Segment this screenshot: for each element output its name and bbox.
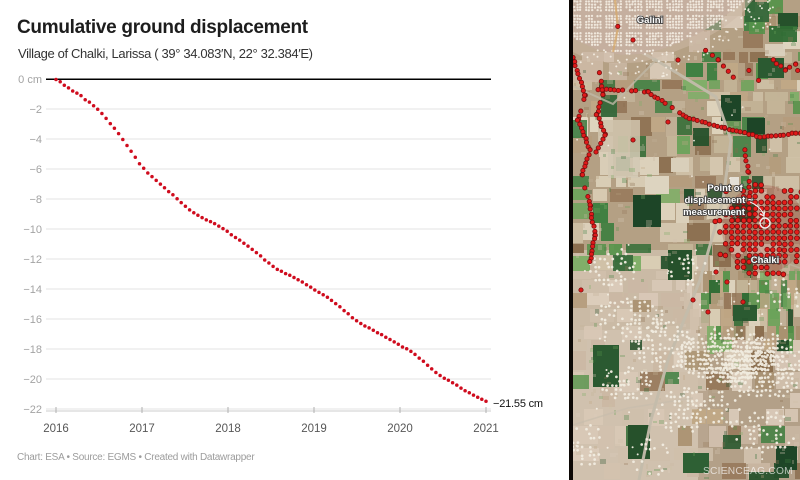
svg-text:−12: −12 [23, 254, 42, 266]
svg-text:−22: −22 [23, 404, 42, 416]
svg-text:2018: 2018 [215, 423, 241, 435]
svg-text:2019: 2019 [301, 423, 327, 435]
svg-text:−4: −4 [29, 134, 42, 146]
svg-text:−2: −2 [29, 104, 42, 116]
svg-text:−18: −18 [23, 344, 42, 356]
svg-text:Galini: Galini [637, 15, 663, 26]
svg-text:2020: 2020 [387, 423, 413, 435]
svg-text:2017: 2017 [129, 423, 155, 435]
svg-text:measurement: measurement [683, 207, 746, 218]
svg-text:−8: −8 [29, 194, 42, 206]
svg-text:displacement ~: displacement ~ [685, 195, 754, 206]
svg-text:Chalki: Chalki [751, 255, 780, 266]
svg-text:SCIENCEAG.COM: SCIENCEAG.COM [703, 466, 793, 477]
svg-text:−16: −16 [23, 314, 42, 326]
svg-text:2021: 2021 [473, 423, 499, 435]
svg-text:0 cm: 0 cm [18, 74, 42, 86]
svg-text:−6: −6 [29, 164, 42, 176]
svg-text:Point of: Point of [707, 183, 743, 194]
svg-text:−21.55 cm: −21.55 cm [493, 398, 543, 410]
svg-text:−20: −20 [23, 374, 42, 386]
svg-text:−14: −14 [23, 284, 42, 296]
svg-text:−10: −10 [23, 224, 42, 236]
svg-text:2016: 2016 [43, 423, 69, 435]
